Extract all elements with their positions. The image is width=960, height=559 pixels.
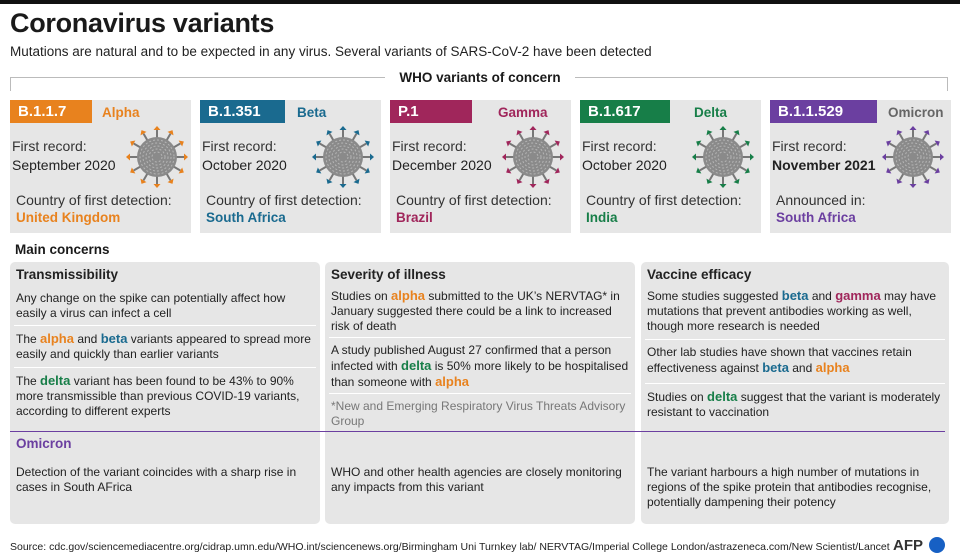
panel-vaccine-efficacy: Vaccine efficacy Some studies suggested …	[641, 262, 949, 524]
divider	[645, 383, 945, 384]
divider	[329, 337, 631, 338]
first-record-label: First record:	[582, 138, 657, 154]
virus-icon	[126, 126, 188, 188]
variant-highlight: beta	[762, 360, 789, 375]
panel-severity: Severity of illness Studies on alpha sub…	[325, 262, 635, 524]
variant-highlight: beta	[100, 331, 128, 346]
country-label: Country of first detection:	[396, 192, 552, 208]
divider	[14, 325, 316, 326]
variant-highlight: delta	[401, 358, 432, 373]
panel-title: Severity of illness	[331, 267, 446, 282]
virus-icon	[312, 126, 374, 188]
first-record-label: First record:	[12, 138, 87, 154]
variant-code-badge: B.1.1.7	[10, 100, 92, 123]
virus-icon	[692, 126, 754, 188]
country-label: Country of first detection:	[206, 192, 362, 208]
variant-highlight: delta	[40, 373, 71, 388]
first-record-date: October 2020	[582, 157, 667, 173]
transmissibility-text-2: The alpha and beta variants appeared to …	[16, 331, 311, 361]
variant-greek-name: Alpha	[102, 105, 140, 120]
first-record-label: First record:	[392, 138, 467, 154]
variant-highlight: alpha	[40, 331, 74, 346]
variant-highlight: alpha	[815, 360, 850, 375]
variant-card-omicron: B.1.1.529 Omicron First record: November…	[770, 100, 951, 233]
variant-greek-name: Gamma	[498, 105, 548, 120]
virus-icon	[502, 126, 564, 188]
variant-highlight: delta	[707, 389, 738, 404]
divider	[14, 367, 316, 368]
variant-greek-name: Omicron	[888, 105, 944, 120]
country-value: South Africa	[776, 210, 856, 225]
vaccine-omicron-text: The variant harbours a high number of mu…	[647, 465, 932, 509]
first-record-date: October 2020	[202, 157, 287, 173]
severity-footnote: *New and Emerging Respiratory Virus Thre…	[331, 399, 626, 428]
vaccine-text-2: Other lab studies have shown that vaccin…	[647, 345, 912, 375]
panel-title: Vaccine efficacy	[647, 267, 752, 282]
divider	[329, 393, 631, 394]
page-subtitle: Mutations are natural and to be expected…	[10, 44, 652, 59]
who-label-text: WHO variants of concern	[385, 70, 575, 85]
variant-greek-name: Beta	[297, 105, 327, 120]
variant-card-beta: B.1.351 Beta First record: October 2020 …	[200, 100, 381, 233]
panel-transmissibility: Transmissibility Any change on the spike…	[10, 262, 320, 524]
variant-greek-name: Delta	[694, 105, 728, 120]
country-label: Announced in:	[776, 192, 866, 208]
variant-highlight: beta	[781, 288, 809, 303]
variant-code-badge: B.1.351	[200, 100, 285, 123]
source-credit: Source: cdc.gov/sciencemediacentre.org/c…	[10, 541, 890, 553]
country-value: South Africa	[206, 210, 286, 225]
who-label: WHO variants of concern	[0, 69, 960, 87]
vaccine-text-1: Some studies suggested beta and gamma ma…	[647, 288, 937, 333]
first-record-date: September 2020	[12, 157, 116, 173]
variant-card-delta: B.1.617 Delta First record: October 2020…	[580, 100, 761, 233]
country-value: India	[586, 210, 618, 225]
first-record-date: November 2021	[772, 157, 876, 173]
transmissibility-omicron-text: Detection of the variant coincides with …	[16, 465, 297, 494]
omicron-divider	[10, 431, 945, 432]
transmissibility-text-3: The delta variant has been found to be 4…	[16, 373, 300, 418]
country-value: United Kingdom	[16, 210, 121, 225]
afp-logo-dot	[929, 537, 945, 553]
country-value: Brazil	[396, 210, 433, 225]
variant-highlight: alpha	[391, 288, 426, 303]
main-concerns-heading: Main concerns	[15, 242, 110, 257]
afp-logo: AFP	[893, 537, 923, 554]
transmissibility-text-1: Any change on the spike can potentially …	[16, 291, 286, 320]
variant-code-badge: B.1.617	[580, 100, 670, 123]
omicron-row-title: Omicron	[16, 436, 72, 451]
variant-card-alpha: B.1.1.7 Alpha First record: September 20…	[10, 100, 191, 233]
first-record-label: First record:	[202, 138, 277, 154]
variant-code-badge: B.1.1.529	[770, 100, 877, 123]
variant-highlight: gamma	[835, 288, 881, 303]
severity-text-2: A study published August 27 confirmed th…	[331, 343, 629, 389]
virus-icon	[882, 126, 944, 188]
first-record-label: First record:	[772, 138, 847, 154]
variant-highlight: alpha	[435, 374, 470, 389]
country-label: Country of first detection:	[16, 192, 172, 208]
vaccine-text-3: Studies on delta suggest that the varian…	[647, 389, 941, 419]
page-title: Coronavirus variants	[10, 8, 275, 38]
variant-code-badge: P.1	[390, 100, 472, 123]
severity-text-1: Studies on alpha submitted to the UK’s N…	[331, 288, 620, 333]
top-rule	[0, 0, 960, 4]
first-record-date: December 2020	[392, 157, 492, 173]
divider	[645, 339, 945, 340]
panel-title: Transmissibility	[16, 267, 119, 282]
country-label: Country of first detection:	[586, 192, 742, 208]
severity-omicron-text: WHO and other health agencies are closel…	[331, 465, 622, 494]
variant-card-gamma: P.1 Gamma First record: December 2020 Co…	[390, 100, 571, 233]
